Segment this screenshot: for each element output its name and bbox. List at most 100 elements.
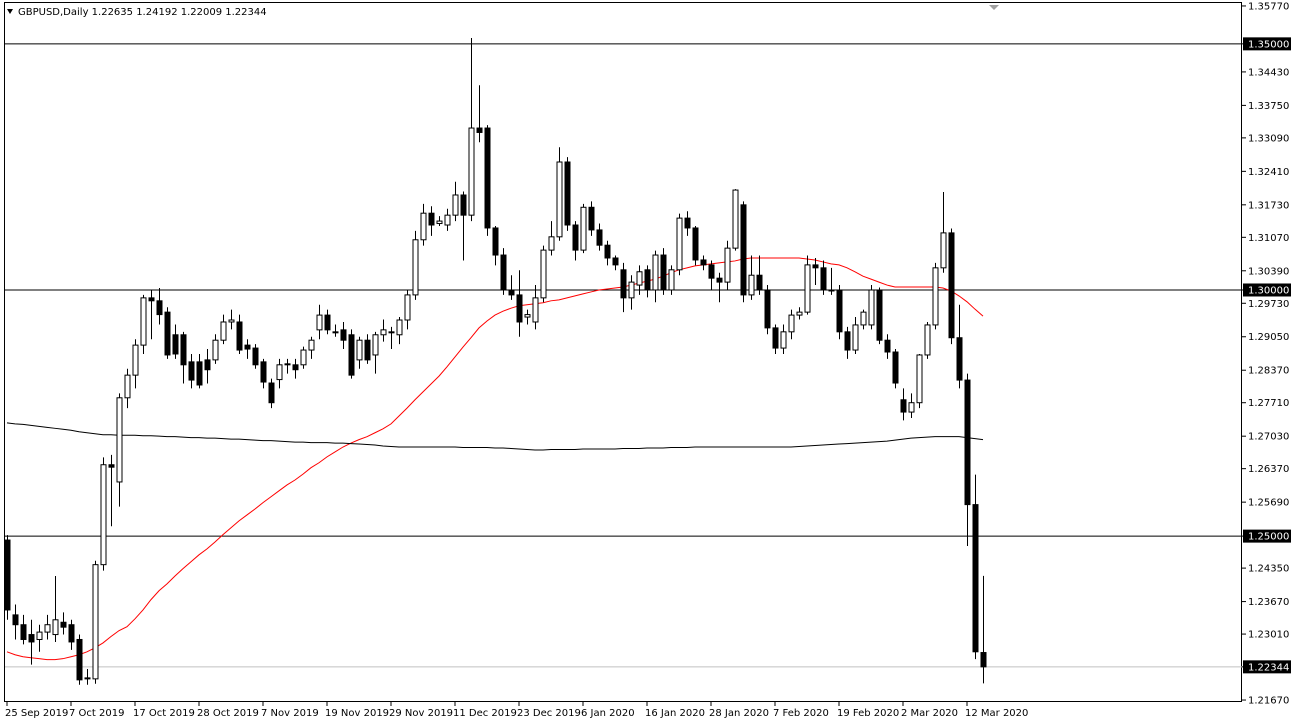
chart-title: GBPUSD,Daily 1.22635 1.24192 1.22009 1.2… [18, 7, 267, 18]
candle-body [324, 314, 331, 331]
candle-body [476, 127, 483, 133]
candle-body [300, 349, 307, 366]
candle-body [364, 339, 371, 361]
candle-body [916, 354, 923, 404]
candle-body [380, 329, 387, 336]
x-tick-label: 7 Nov 2019 [261, 708, 319, 719]
candle-body [860, 311, 867, 326]
y-tick-label: 1.30390 [1248, 266, 1289, 277]
y-tick-label: 1.24350 [1248, 564, 1289, 575]
candle-body [260, 361, 267, 383]
candle-body [316, 314, 323, 331]
candle-body [748, 274, 755, 296]
candle-body [740, 204, 747, 296]
candle-body [420, 212, 427, 241]
candle-body [724, 247, 731, 283]
y-tick-label: 1.34430 [1248, 67, 1289, 78]
candle-body [564, 161, 571, 226]
candle-body [180, 334, 187, 366]
candle-body [732, 189, 739, 249]
candle-body [756, 274, 763, 291]
candle-body [148, 297, 155, 302]
candle-body [204, 359, 211, 371]
candle-body [412, 239, 419, 296]
candle-body [684, 217, 691, 229]
candle-body [44, 624, 51, 633]
candle-body [884, 339, 891, 353]
candle-body [956, 337, 963, 381]
y-tick-label: 1.23010 [1248, 630, 1289, 641]
candle-body [76, 638, 83, 681]
candle-body [196, 361, 203, 386]
candle-body [692, 227, 699, 261]
candle-body [372, 334, 379, 356]
candle-body [596, 229, 603, 246]
candle-body [84, 677, 91, 680]
candle-body [452, 194, 459, 216]
candle-body [396, 319, 403, 336]
candle-body [4, 539, 11, 611]
y-tick-label: 1.29730 [1248, 299, 1289, 310]
candle-body [964, 379, 971, 506]
y-tick-label: 1.27710 [1248, 398, 1289, 409]
y-tick-label: 1.35000 [1248, 39, 1289, 50]
candle-body [708, 264, 715, 279]
candle-body [252, 347, 259, 366]
y-tick-label: 1.33750 [1248, 101, 1289, 112]
candle-body [604, 244, 611, 259]
candle-body [292, 364, 299, 371]
x-tick-label: 7 Feb 2020 [773, 708, 829, 719]
y-tick-label: 1.35770 [1248, 1, 1289, 12]
y-tick-label: 1.27030 [1248, 432, 1289, 443]
candle-body [212, 339, 219, 361]
candle-body [468, 127, 475, 216]
candle-body [332, 331, 339, 334]
y-tick-label: 1.25000 [1248, 532, 1289, 543]
candle-body [796, 311, 803, 316]
candle-body [388, 331, 395, 334]
x-tick-label: 29 Nov 2019 [389, 708, 453, 719]
candle-body [52, 619, 59, 636]
x-tick-label: 28 Jan 2020 [709, 708, 769, 719]
candle-body [644, 269, 651, 291]
candle-body [524, 314, 531, 318]
candle-body [92, 564, 99, 680]
y-tick-label: 1.29050 [1248, 332, 1289, 343]
price-label-box [1243, 37, 1291, 51]
candle-body [284, 363, 291, 366]
candle-body [636, 271, 643, 286]
candle-body [172, 334, 179, 355]
x-tick-label: 25 Sep 2019 [5, 708, 68, 719]
candle-body [268, 382, 275, 404]
candle-body [68, 624, 75, 643]
candle-body [164, 311, 171, 356]
candle-body [60, 621, 67, 628]
candle-body [868, 289, 875, 326]
candle-body [220, 321, 227, 341]
candle-body [140, 297, 147, 346]
candle-body [356, 339, 363, 361]
x-tick-label: 28 Oct 2019 [197, 708, 259, 719]
y-tick-label: 1.21670 [1248, 696, 1289, 707]
candle-body [836, 289, 843, 333]
candle-body [812, 264, 819, 269]
y-tick-label: 1.33090 [1248, 133, 1289, 144]
candle-body [460, 194, 467, 216]
candle-body [628, 281, 635, 299]
candle-body [764, 289, 771, 329]
candle-body [188, 361, 195, 381]
candle-body [828, 289, 835, 292]
moving-average-line [6, 422, 984, 451]
price-label-box [1243, 660, 1291, 674]
plot-frame [4, 2, 1242, 702]
candle-body [20, 624, 27, 640]
candle-body [556, 161, 563, 238]
candle-body [28, 634, 35, 643]
candle-body [924, 324, 931, 356]
y-tick-label: 1.25690 [1248, 498, 1289, 509]
candle-body [540, 249, 547, 299]
candle-body [236, 321, 243, 351]
candle-body [508, 289, 515, 296]
